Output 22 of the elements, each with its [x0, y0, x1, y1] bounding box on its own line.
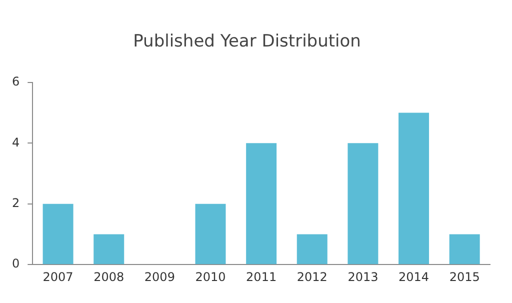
bar — [246, 143, 277, 264]
bar — [195, 204, 226, 264]
x-tick-label: 2008 — [94, 270, 124, 284]
bar — [296, 234, 328, 264]
x-tick-label: 2014 — [398, 270, 430, 284]
y-tick-label: 2 — [12, 196, 20, 210]
x-tick-label: 2011 — [246, 270, 277, 284]
bar — [42, 204, 74, 264]
x-tick-label: 2013 — [348, 270, 378, 284]
y-tick-label: 6 — [12, 74, 20, 89]
x-tick-label: 2009 — [144, 270, 175, 284]
x-tick-label: 2015 — [449, 270, 480, 284]
bar — [348, 143, 378, 264]
y-tick-label: 4 — [12, 135, 20, 150]
chart-title: Published Year Distribution — [133, 32, 361, 52]
bar — [449, 234, 480, 264]
y-tick-label: 0 — [12, 256, 20, 271]
bar — [94, 234, 124, 264]
x-tick-label: 2010 — [195, 270, 226, 284]
x-tick-label: 2012 — [296, 270, 328, 284]
x-tick-label: 2007 — [42, 270, 74, 284]
bar — [398, 112, 430, 264]
